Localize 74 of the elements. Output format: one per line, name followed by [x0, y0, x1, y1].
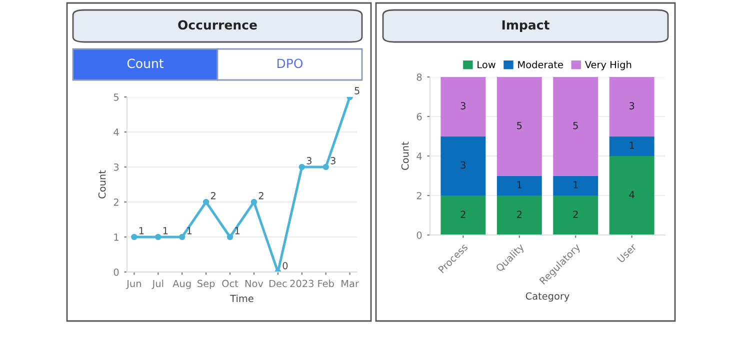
- y-tick-label: 5: [114, 94, 119, 101]
- data-label: 3: [629, 102, 634, 110]
- point: [178, 234, 186, 240]
- bar: [553, 196, 598, 235]
- bar: [440, 196, 486, 235]
- point: [298, 164, 306, 170]
- y-tick-label: 4: [416, 152, 422, 160]
- x-tick-label: Jul: [152, 280, 164, 289]
- legend-label: Very High: [584, 60, 632, 70]
- y-tick-label: 1: [114, 234, 118, 241]
- y-tick-label: 2: [114, 198, 118, 206]
- text: Count: [127, 58, 164, 68]
- data-label: 3: [460, 102, 466, 110]
- bar: [609, 136, 654, 156]
- y-tick-label: 8: [416, 73, 422, 81]
- data-label: 2: [258, 192, 264, 200]
- bar: [496, 176, 542, 196]
- point: [202, 198, 210, 206]
- x-axis-title: Category: [526, 292, 570, 302]
- x-tick-label: Nov: [245, 280, 264, 288]
- x-axis-title: Time: [230, 294, 254, 302]
- bar: [496, 77, 542, 176]
- data-label: 3: [306, 157, 312, 164]
- point: [250, 198, 258, 206]
- data-label: 2: [210, 192, 216, 200]
- bar: [609, 77, 654, 136]
- x-tick-label: Dec: [269, 280, 287, 288]
- data-label: 5: [517, 122, 522, 130]
- data-label: 1: [517, 181, 522, 188]
- x-tick-label: Aug: [172, 280, 191, 290]
- bar: [553, 77, 598, 176]
- point: [226, 234, 234, 240]
- text: DPO: [277, 58, 303, 68]
- y-tick-label: 6: [416, 112, 422, 120]
- data-label: 2: [517, 210, 522, 218]
- data-label: 1: [235, 227, 240, 234]
- legend-label: Low: [478, 61, 496, 68]
- bar: [609, 156, 654, 235]
- bar: [440, 136, 486, 196]
- y-axis-title: Count: [401, 142, 409, 170]
- data-label: 1: [187, 227, 192, 234]
- y-tick-label: 3: [114, 163, 119, 171]
- data-label: 4: [629, 191, 634, 198]
- data-label: 3: [460, 161, 466, 169]
- chart-title: Impact: [502, 20, 550, 32]
- x-tick-label: 2023: [290, 280, 314, 288]
- data-label: 1: [630, 142, 634, 149]
- x-tick-label: Feb: [318, 280, 334, 288]
- data-label: 5: [573, 122, 578, 130]
- chart-title: Occurrence: [178, 20, 257, 30]
- data-label: 3: [330, 157, 336, 164]
- data-label: 5: [354, 87, 360, 94]
- data-label: 1: [574, 181, 578, 188]
- y-tick-label: 4: [114, 128, 119, 136]
- data-label: 1: [163, 227, 168, 234]
- y-tick-label: 0: [114, 268, 119, 276]
- x-tick-label: Jun: [126, 280, 141, 289]
- point: [131, 234, 138, 240]
- y-axis-title: Count: [98, 170, 106, 198]
- y-tick-label: 2: [416, 192, 422, 200]
- legend-label: Moderate: [518, 60, 563, 68]
- data-label: 0: [282, 262, 288, 270]
- point: [155, 234, 162, 240]
- x-tick-label: Sep: [198, 280, 215, 290]
- bar: [440, 77, 486, 136]
- data-label: 2: [573, 210, 578, 218]
- x-tick-label: Oct: [222, 280, 238, 288]
- bar: [553, 176, 598, 196]
- data-label: 2: [460, 210, 466, 218]
- bar: [496, 196, 542, 235]
- point: [322, 164, 329, 170]
- x-tick-label: Mar: [342, 280, 359, 288]
- y-tick-label: 0: [416, 231, 422, 239]
- data-label: 1: [139, 227, 144, 234]
